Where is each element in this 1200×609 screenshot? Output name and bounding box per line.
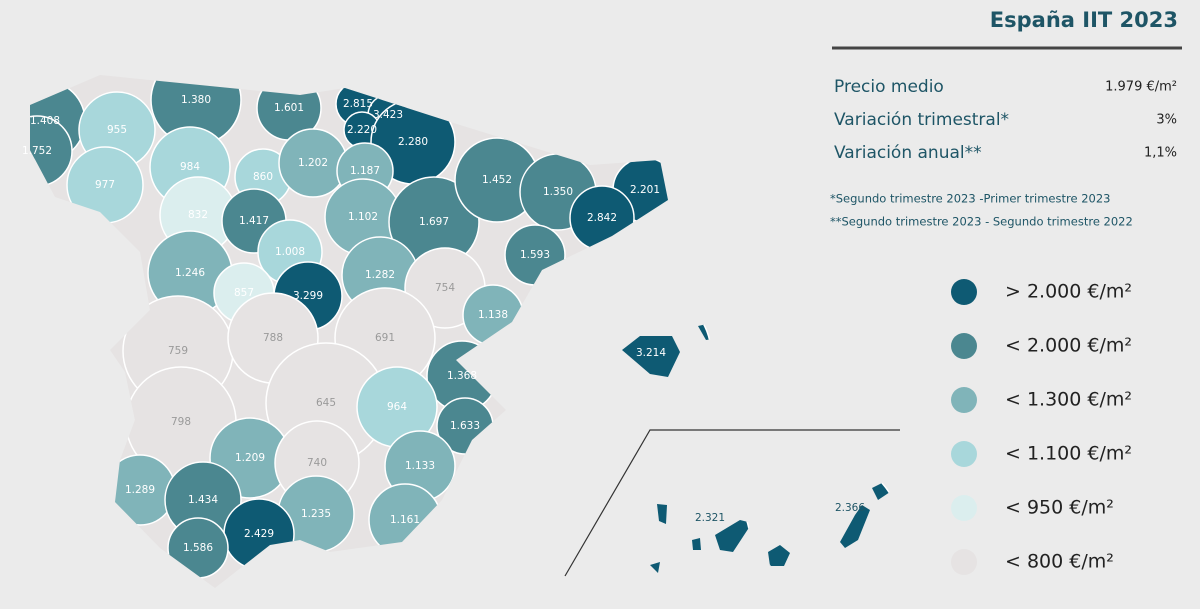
province-value: 1.133 bbox=[405, 460, 435, 472]
province-value: 860 bbox=[253, 171, 273, 183]
legend-swatch bbox=[951, 495, 977, 521]
province-value: 1.417 bbox=[239, 215, 269, 227]
province-value: 832 bbox=[188, 209, 208, 221]
province-labels: 1.408 1.752 955 977 1.380 984 860 832 1.601 2.815… bbox=[22, 94, 865, 554]
province-value: 1.350 bbox=[543, 186, 573, 198]
province-value: 1.289 bbox=[125, 484, 155, 496]
province-value: 1.138 bbox=[478, 309, 508, 321]
province-value: 645 bbox=[316, 397, 336, 409]
stat-label: Variación trimestral* bbox=[834, 110, 1009, 130]
province-value: 2.201 bbox=[630, 184, 660, 196]
province-value: 1.368 bbox=[447, 370, 477, 382]
province-cells bbox=[30, 75, 890, 588]
stats: Precio medio 1.979 €/m² Variación trimestr… bbox=[834, 77, 1177, 163]
province-value: 984 bbox=[180, 161, 200, 173]
province-value: 2.366 bbox=[835, 502, 865, 514]
province-value: 1.209 bbox=[235, 452, 265, 464]
legend-label: < 2.000 €/m² bbox=[1005, 335, 1132, 357]
legend-label: < 1.300 €/m² bbox=[1005, 389, 1132, 411]
province bbox=[759, 459, 890, 588]
stat-value: 1.979 €/m² bbox=[1105, 80, 1177, 95]
province-value: 1.202 bbox=[298, 157, 328, 169]
province-value: 798 bbox=[171, 416, 191, 428]
province-value: 977 bbox=[95, 179, 115, 191]
stat-label: Variación anual** bbox=[834, 143, 982, 163]
province-value: 691 bbox=[375, 332, 395, 344]
province-value: 754 bbox=[435, 282, 455, 294]
province-value: 2.815 bbox=[343, 98, 373, 110]
province-value: 2.321 bbox=[695, 512, 725, 524]
legend-label: < 950 €/m² bbox=[1005, 497, 1114, 519]
province-value: 1.452 bbox=[482, 174, 512, 186]
province-value: 1.434 bbox=[188, 494, 218, 506]
province-value: 1.008 bbox=[275, 246, 305, 258]
legend-swatch bbox=[951, 279, 977, 305]
inset-frame bbox=[564, 429, 900, 577]
notes: *Segundo trimestre 2023 -Primer trimestr… bbox=[830, 192, 1133, 229]
legend-swatch bbox=[951, 333, 977, 359]
province-value: 955 bbox=[107, 124, 127, 136]
province-value: 1.752 bbox=[22, 145, 52, 157]
province-value: 788 bbox=[263, 332, 283, 344]
legend-swatch bbox=[951, 441, 977, 467]
stat-label: Precio medio bbox=[834, 77, 944, 97]
title: España IIT 2023 bbox=[990, 8, 1178, 32]
legend-swatch bbox=[951, 549, 977, 575]
province-value: 759 bbox=[168, 345, 188, 357]
legend-label: < 1.100 €/m² bbox=[1005, 443, 1132, 465]
legend-label: < 800 €/m² bbox=[1005, 551, 1114, 573]
province-value: 2.280 bbox=[398, 136, 428, 148]
stat-value: 3% bbox=[1156, 113, 1177, 128]
province-value: 1.235 bbox=[301, 508, 331, 520]
province-value: 1.282 bbox=[365, 269, 395, 281]
province-value: 1.586 bbox=[183, 542, 213, 554]
legend-label: > 2.000 €/m² bbox=[1005, 281, 1132, 303]
province-value: 2.220 bbox=[347, 124, 377, 136]
province-value: 964 bbox=[387, 401, 407, 413]
province-value: 1.593 bbox=[520, 249, 550, 261]
province-value: 1.633 bbox=[450, 420, 480, 432]
legend-swatch bbox=[951, 387, 977, 413]
footnote: **Segundo trimestre 2023 - Segundo trime… bbox=[830, 215, 1133, 229]
province-value: 1.697 bbox=[419, 216, 449, 228]
province-value: 1.408 bbox=[30, 115, 60, 127]
province-value: 2.842 bbox=[587, 212, 617, 224]
province-value: 3.214 bbox=[636, 347, 666, 359]
province-value: 3.423 bbox=[373, 109, 403, 121]
province-value: 1.187 bbox=[350, 165, 380, 177]
province-value: 2.429 bbox=[244, 528, 274, 540]
province-value: 1.380 bbox=[181, 94, 211, 106]
province-value: 1.601 bbox=[274, 102, 304, 114]
province-value: 740 bbox=[307, 457, 327, 469]
province-value: 1.161 bbox=[390, 514, 420, 526]
province-value: 1.246 bbox=[175, 267, 205, 279]
province bbox=[629, 479, 751, 588]
province-value: 857 bbox=[234, 287, 254, 299]
province-value: 1.102 bbox=[348, 211, 378, 223]
province-value: 3.299 bbox=[293, 290, 323, 302]
footnote: *Segundo trimestre 2023 -Primer trimestr… bbox=[830, 192, 1110, 206]
stat-value: 1,1% bbox=[1144, 146, 1177, 161]
legend: > 2.000 €/m² < 2.000 €/m² < 1.300 €/m² < 1.… bbox=[951, 279, 1132, 575]
map: 1.408 1.752 955 977 1.380 984 860 832 1.601 2.815… bbox=[22, 75, 900, 588]
